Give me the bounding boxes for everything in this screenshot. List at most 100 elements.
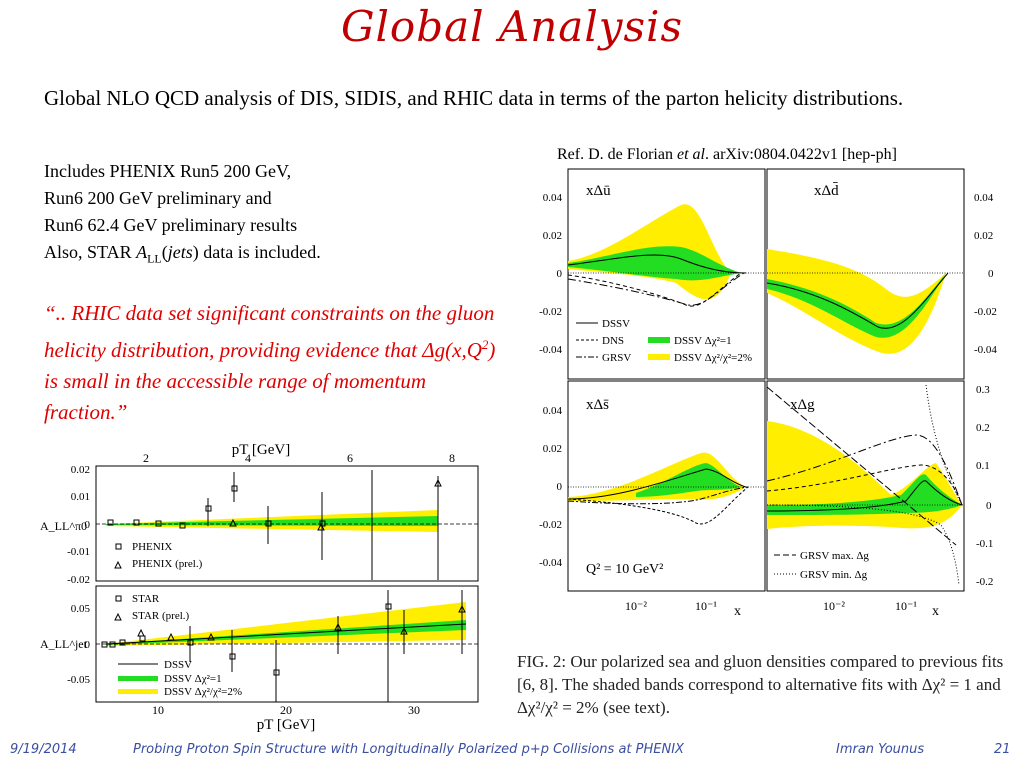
ubar-ytick-2: 0.02 (543, 230, 562, 242)
star-prefix: Also, STAR (44, 242, 137, 262)
star-jets: jets (167, 242, 193, 262)
x-label-left: x (734, 604, 741, 619)
star-prel-point (167, 632, 175, 641)
star-point (229, 653, 236, 660)
sbar-ytick-2: 0.02 (543, 443, 562, 455)
legend-grsv-min: GRSV min. Δg (800, 569, 868, 581)
ref-suffix: . arXiv:0804.0422v1 [hep-ph] (704, 146, 897, 163)
star-a: A (136, 242, 148, 262)
legend-phenix-swatch (115, 543, 122, 550)
dbar-ytick-2: 0.02 (974, 230, 993, 242)
panel-g: xΔg 0.3 0.2 0.1 0 -0.1 -0.2 GRSV max. Δg… (766, 384, 993, 588)
sbar-ytick-3: 0 (557, 481, 563, 493)
parton-density-figure: xΔū 0.04 0.02 0 -0.02 -0.04 DSSV DNS GRS… (539, 168, 997, 619)
legend-star-prel-swatch (114, 612, 122, 621)
pt-top-tick-2: 2 (143, 451, 149, 465)
sbar-dssv-line (567, 468, 747, 500)
pt-top-tick-8: 8 (449, 451, 455, 465)
star-prel-point (207, 632, 215, 641)
dbar-dssv-line (766, 272, 949, 329)
dbar-ytick-4: -0.02 (974, 306, 997, 318)
pi0-points (107, 470, 442, 580)
pi0-ytick-4: -0.01 (67, 546, 90, 558)
phenix-point (205, 505, 212, 512)
pi0-ylabel: A_LL^π0 (40, 519, 87, 533)
star-point (187, 639, 194, 646)
panel-sbar: xΔs̄ 0.04 0.02 0 -0.02 -0.04 Q² = 10 GeV… (539, 397, 765, 577)
legend-dns: DNS (602, 335, 624, 347)
ubar-label: xΔū (586, 183, 611, 199)
star-prel-point (458, 604, 466, 613)
panel-sbar-frame (567, 380, 766, 592)
data-set-line-3: Run6 62.4 GeV preliminary results (44, 215, 298, 235)
sbar-dns-line (567, 486, 749, 525)
legend-jet-dchi1: DSSV Δχ²=1 (164, 673, 222, 685)
legend-dchi2: DSSV Δχ²/χ²=2% (674, 352, 752, 364)
g-grsv-std-curve (766, 464, 963, 506)
g-grsv-max-line (766, 386, 957, 546)
intro-text: Global NLO QCD analysis of DIS, SIDIS, a… (44, 86, 904, 110)
jet-ylabel: A_LL^jet (40, 637, 88, 651)
legend-phenix: PHENIX (132, 541, 172, 553)
g-ytick-1: 0.3 (976, 384, 990, 396)
jet-ytick-2: 0 (85, 639, 91, 651)
phenix-prel-point (317, 522, 325, 531)
phenix-point (107, 519, 114, 526)
legend-green-swatch (648, 337, 670, 343)
ubar-ytick-4: -0.02 (539, 306, 562, 318)
pt-top-tick-4: 4 (245, 451, 251, 465)
legend-jet-green-swatch (118, 676, 158, 681)
g-ytick-5: -0.1 (976, 538, 993, 550)
legend-jet-dssv: DSSV (164, 659, 192, 671)
footer-author: Imran Younus (836, 742, 925, 757)
sbar-ytick-5: -0.04 (539, 557, 562, 569)
footer-date: 9/19/2014 (10, 742, 77, 757)
star-close: ) data is included. (192, 242, 321, 262)
data-sets-list: Includes PHENIX Run5 200 GeV, Run6 200 G… (44, 158, 444, 273)
panel-ubar: xΔū 0.04 0.02 0 -0.02 -0.04 DSSV DNS GRS… (539, 183, 765, 364)
pi0-ytick-5: -0.02 (67, 574, 90, 586)
panel-dbar: xΔd̄ 0.04 0.02 0 -0.02 -0.04 (766, 183, 997, 356)
legend-phenix-prel-swatch (114, 560, 122, 569)
phenix-point (231, 485, 238, 492)
slide-footer: 9/19/2014 Probing Proton Spin Structure … (0, 740, 1024, 764)
pi0-panel-frame (95, 465, 479, 582)
sbar-ytick-1: 0.04 (543, 405, 563, 417)
panel-ubar-frame (567, 168, 766, 380)
star-line: Also, STAR ALL(jets) data is included. (44, 239, 444, 273)
legend-grsv: GRSV (602, 352, 631, 364)
ubar-grsv-line (567, 272, 745, 306)
dbar-green-band (767, 273, 946, 338)
quote-part-2: ) is small in the accessible range of mo… (44, 338, 496, 424)
g-grsv-max-curve (766, 434, 963, 506)
star-point (109, 641, 116, 648)
data-set-line-2: Run6 200 GeV preliminary and (44, 188, 272, 208)
dbar-ytick-3: 0 (988, 268, 994, 280)
ref-prefix: Ref. D. de Florian (557, 146, 677, 163)
legend-grsv-max: GRSV max. Δg (800, 550, 869, 562)
footer-page-number: 21 (994, 742, 1011, 757)
pt-bottom-tick-30: 30 (408, 703, 420, 717)
legend-jet-dchi2: DSSV Δχ²/χ²=2% (164, 686, 242, 698)
dbar-ytick-5: -0.04 (974, 344, 997, 356)
pi0-ytick-1: 0.02 (71, 464, 90, 476)
ubar-dssv-line (567, 254, 747, 274)
phenix-point (155, 520, 162, 527)
pt-top-tick-6: 6 (347, 451, 353, 465)
g-grsv-min-curve (766, 504, 960, 586)
data-set-line-1: Includes PHENIX Run5 200 GeV, (44, 161, 292, 181)
g-ytick-6: -0.2 (976, 576, 993, 588)
xtick-1e-1-right: 10⁻¹ (895, 599, 917, 613)
sbar-label: xΔs̄ (586, 397, 609, 413)
g-green-band (767, 474, 962, 515)
legend-dchi1: DSSV Δχ²=1 (674, 335, 732, 347)
g-ytick-2: 0.2 (976, 422, 990, 434)
pi0-ytick-3: 0 (85, 519, 91, 531)
star-prel-point (137, 628, 145, 637)
legend-star: STAR (132, 593, 160, 605)
jet-yellow-band (106, 602, 466, 646)
legend-star-swatch (115, 595, 122, 602)
xtick-1e-2-left: 10⁻² (625, 599, 647, 613)
quote-part-1: “.. RHIC data set significant constraint… (44, 301, 495, 362)
star-point (273, 669, 280, 676)
